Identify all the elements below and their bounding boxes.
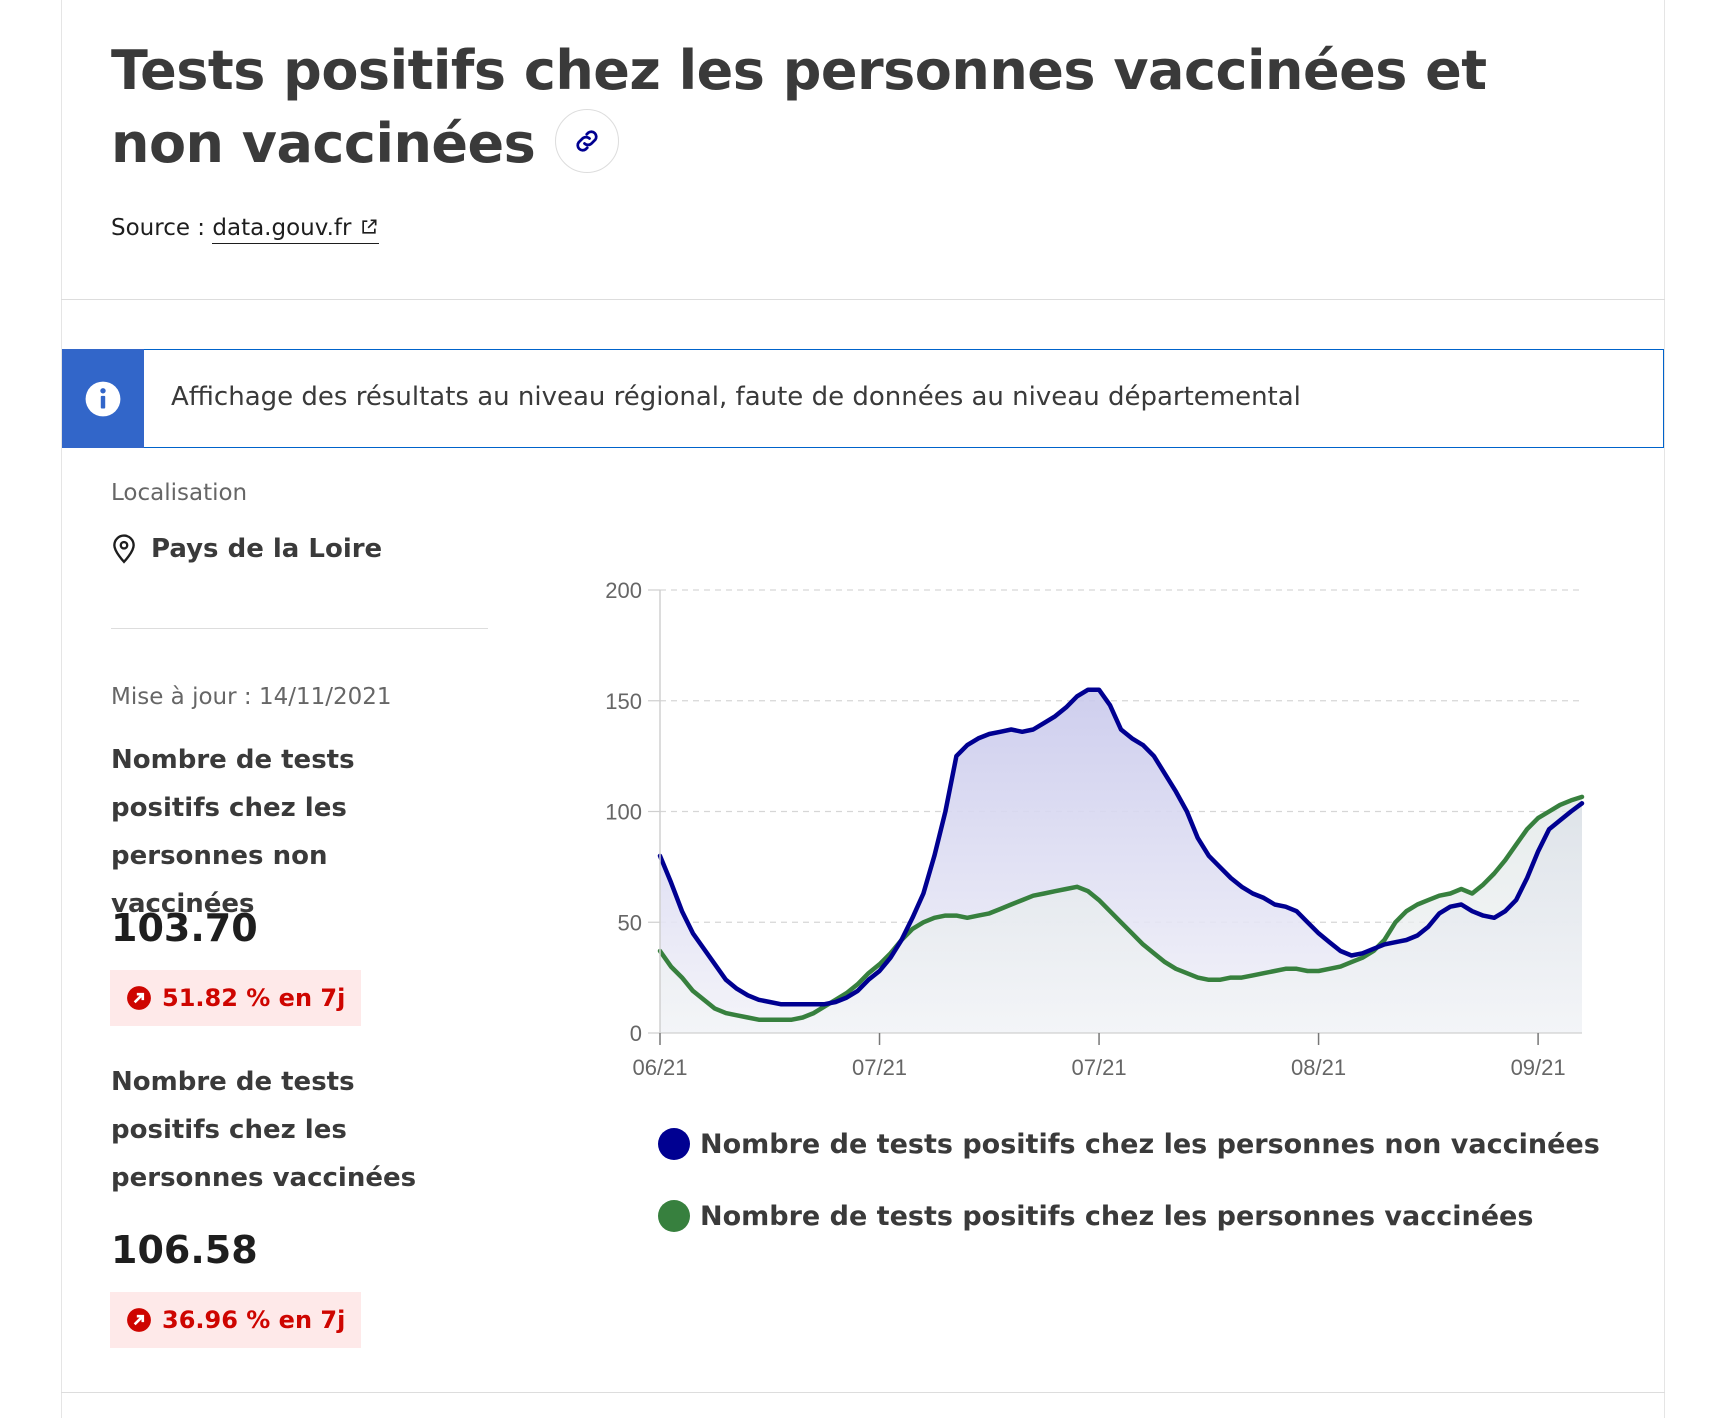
kpi-vaccinated-badge: 36.96 % en 7j: [110, 1292, 362, 1348]
info-alert-text: Affichage des résultats au niveau région…: [171, 382, 1301, 412]
location-value: Pays de la Loire: [111, 534, 382, 564]
header-separator: [61, 299, 1665, 300]
y-tick-label: 50: [618, 910, 642, 935]
location-label: Localisation: [111, 480, 248, 506]
source-link-text: data.gouv.fr: [212, 215, 352, 241]
kpi-unvaccinated-title: Nombre de tests positifs chez les person…: [111, 745, 355, 919]
page-title: Tests positifs chez les personnes vaccin…: [111, 34, 1531, 180]
x-tick-label: 06/21: [632, 1055, 687, 1080]
source-label: Source :: [111, 215, 213, 241]
legend-swatch-vaccinated: [658, 1200, 690, 1232]
source-line: Source : data.gouv.fr: [111, 215, 379, 244]
legend-swatch-unvaccinated: [658, 1128, 690, 1160]
info-icon: [85, 381, 121, 416]
x-tick-label: 07/21: [852, 1055, 907, 1080]
info-alert-bar: [62, 349, 144, 448]
positive-tests-chart: 05010015020006/2107/2107/2108/2109/2110/…: [605, 578, 1585, 1080]
location-separator: [111, 628, 488, 629]
footer-separator: [61, 1392, 1665, 1393]
arrow-up-right-icon: [127, 1308, 151, 1332]
link-icon: [576, 130, 598, 152]
chart-axes: 05010015020006/2107/2107/2108/2109/2110/…: [605, 578, 1582, 1080]
indicator-card: [61, 0, 1665, 1418]
update-date: Mise à jour : 14/11/2021: [111, 684, 392, 710]
line-unvaccinated: [657, 687, 1585, 1007]
legend-label-unvaccinated: Nombre de tests positifs chez les person…: [700, 1128, 1600, 1160]
map-pin-icon: [113, 534, 135, 564]
location-name: Pays de la Loire: [151, 534, 383, 564]
kpi-unvaccinated-change: 51.82 % en 7j: [162, 984, 346, 1012]
page-title-text: Tests positifs chez les personnes vaccin…: [111, 39, 1487, 175]
x-tick-label: 09/21: [1511, 1055, 1566, 1080]
legend-item-vaccinated: Nombre de tests positifs chez les person…: [658, 1200, 1533, 1232]
copy-link-button[interactable]: [555, 109, 620, 174]
kpi-vaccinated-value: 106.58: [111, 1228, 258, 1272]
kpi-unvaccinated-value: 103.70: [111, 906, 258, 950]
legend-label-vaccinated: Nombre de tests positifs chez les person…: [700, 1200, 1534, 1232]
y-tick-label: 200: [605, 578, 642, 603]
info-alert: Affichage des résultats au niveau région…: [62, 349, 1664, 448]
area-unvaccinated: [660, 689, 1582, 1033]
chart-areas: [660, 689, 1582, 1033]
kpi-vaccinated-title: Nombre de tests positifs chez les person…: [111, 1067, 417, 1193]
chart-lines: [657, 687, 1585, 1022]
x-tick-label: 08/21: [1291, 1055, 1346, 1080]
external-link-icon: [362, 219, 377, 234]
arrow-up-right-icon: [127, 986, 151, 1010]
kpi-unvaccinated-badge: 51.82 % en 7j: [110, 970, 362, 1026]
kpi-vaccinated-change: 36.96 % en 7j: [162, 1306, 346, 1334]
x-tick-label: 07/21: [1072, 1055, 1127, 1080]
area-vaccinated: [660, 796, 1582, 1033]
source-link[interactable]: data.gouv.fr: [212, 215, 379, 244]
legend-item-unvaccinated: Nombre de tests positifs chez les person…: [658, 1128, 1600, 1160]
line-vaccinated: [657, 794, 1585, 1022]
y-tick-label: 100: [605, 800, 642, 825]
y-tick-label: 0: [630, 1021, 642, 1046]
y-tick-label: 150: [605, 689, 642, 714]
